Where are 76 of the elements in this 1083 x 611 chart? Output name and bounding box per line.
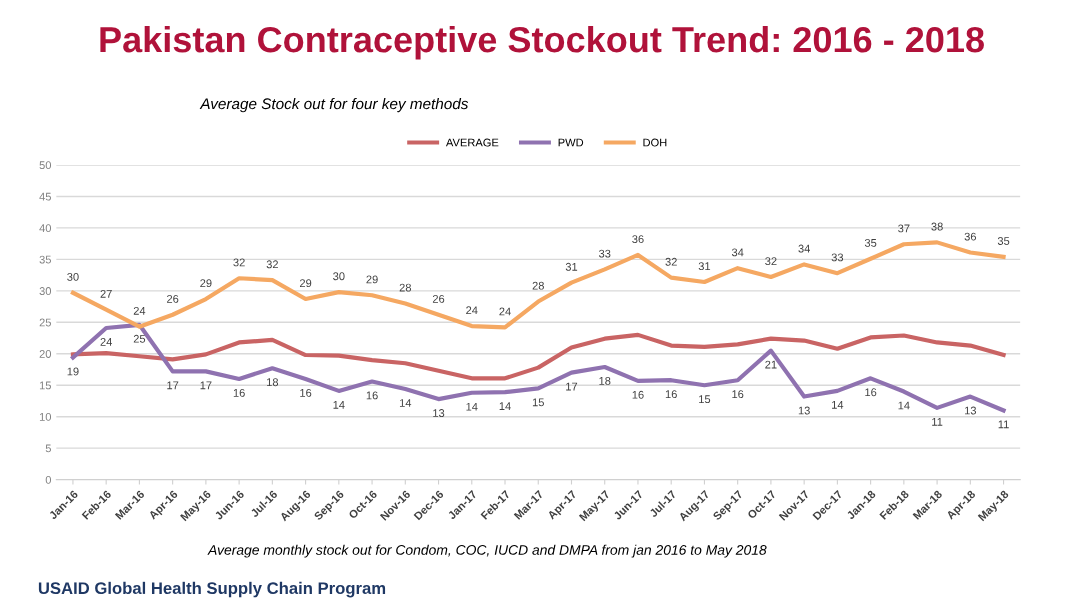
data-label: 31 <box>698 262 711 271</box>
data-label: 32 <box>233 258 245 267</box>
text: USAID Global Health Supply Chain Program <box>38 581 386 598</box>
data-label: 26 <box>432 294 445 303</box>
y-tick-label: 40 <box>39 224 52 233</box>
data-label: 14 <box>499 402 511 410</box>
data-label: 26 <box>167 294 179 303</box>
data-label: 29 <box>299 279 312 288</box>
data-label: 11 <box>932 418 943 426</box>
data-label: 36 <box>632 235 644 244</box>
data-label: 16 <box>865 388 877 397</box>
data-label: 24 <box>466 306 478 315</box>
data-label: 33 <box>598 249 611 258</box>
y-tick-label: 45 <box>39 192 51 201</box>
chart-subtitle: Average Stock out for four key methods <box>199 97 469 113</box>
data-label: 35 <box>997 237 1010 245</box>
data-label: 32 <box>765 257 777 266</box>
data-label: 14 <box>466 402 478 411</box>
data-label: 13 <box>965 406 977 415</box>
legend-label: PWD <box>558 138 584 147</box>
data-label: 29 <box>200 279 212 288</box>
data-label: 28 <box>532 281 544 290</box>
data-label: 32 <box>665 257 677 266</box>
data-label: 24 <box>133 306 146 315</box>
data-label: 16 <box>366 391 378 400</box>
y-tick-label: 50 <box>39 161 52 170</box>
data-label: 16 <box>632 390 644 399</box>
data-label: 25 <box>133 334 146 343</box>
data-label: 15 <box>699 395 711 404</box>
data-label: 13 <box>798 406 810 415</box>
data-label: 15 <box>532 398 544 407</box>
data-label: 18 <box>267 378 279 387</box>
y-tick-label: 30 <box>39 287 52 295</box>
text: Average monthly stock out for Condom, COC, IUCD and DMPA from jan 2016 to May 2018 <box>207 544 767 558</box>
data-label: 32 <box>266 260 278 269</box>
data-label: 29 <box>366 275 378 284</box>
data-label: 30 <box>333 272 345 281</box>
data-label: 16 <box>732 390 744 399</box>
y-tick-label: 20 <box>39 350 52 358</box>
legend-label: DOH <box>643 138 667 147</box>
y-tick-label: 0 <box>45 475 52 484</box>
y-tick-label: 10 <box>39 412 52 421</box>
data-label: 17 <box>566 382 578 391</box>
data-label: 21 <box>765 360 777 369</box>
data-label: 37 <box>898 224 910 233</box>
data-label: 33 <box>831 253 844 262</box>
data-label: 14 <box>898 401 910 410</box>
data-label: 34 <box>731 248 744 257</box>
y-tick-label: 25 <box>39 318 51 327</box>
chart-title: Pakistan Contraceptive Stockout Trend: 2016 - 2018 <box>100 25 984 60</box>
data-label: 36 <box>964 232 977 241</box>
data-label: 17 <box>200 381 212 390</box>
y-tick-label: 15 <box>39 381 51 390</box>
data-label: 38 <box>931 222 943 231</box>
data-label: 18 <box>599 377 611 385</box>
y-tick-label: 5 <box>45 444 51 453</box>
data-label: 24 <box>100 337 113 346</box>
data-label: 35 <box>864 238 877 247</box>
data-label: 16 <box>233 388 245 397</box>
data-label: 31 <box>565 262 578 271</box>
data-label: 17 <box>167 381 179 390</box>
data-label: 19 <box>67 367 79 376</box>
y-tick-label: 35 <box>39 255 51 264</box>
data-label: 24 <box>499 307 511 316</box>
data-label: 16 <box>300 388 312 397</box>
data-label: 14 <box>333 401 345 409</box>
data-label: 13 <box>433 409 445 417</box>
data-label: 11 <box>998 420 1009 429</box>
legend-label: AVERAGE <box>445 138 499 147</box>
data-label: 27 <box>100 289 112 298</box>
data-label: 30 <box>67 272 79 281</box>
data-label: 14 <box>832 401 844 409</box>
data-label: 14 <box>399 399 412 407</box>
data-label: 16 <box>665 390 677 399</box>
data-label: 34 <box>798 244 810 253</box>
data-label: 28 <box>399 283 411 292</box>
